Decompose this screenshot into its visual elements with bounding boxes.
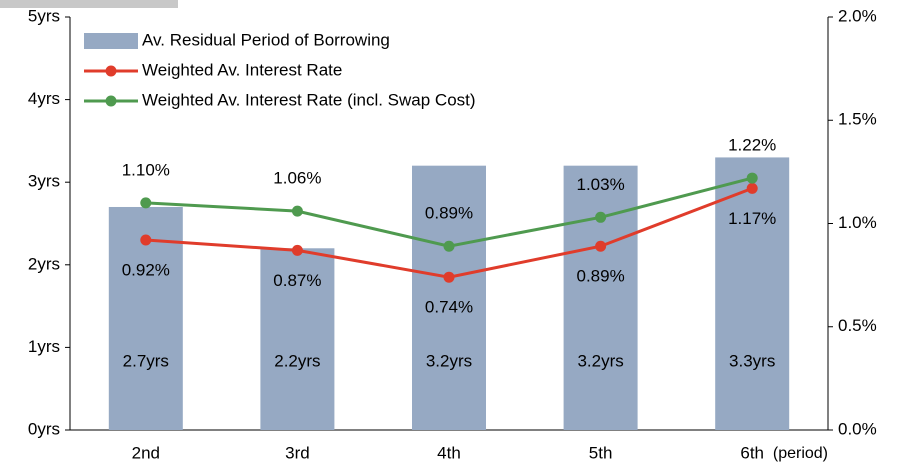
- legend-swatch: [84, 33, 138, 49]
- x-tick-label: 5th: [589, 443, 613, 462]
- point: [595, 240, 607, 252]
- point: [140, 234, 152, 246]
- x-tick-label: 2nd: [132, 443, 160, 462]
- point: [595, 211, 607, 223]
- y2-tick-label: 0.0%: [838, 419, 877, 438]
- x-tick-label: 3rd: [285, 443, 310, 462]
- x-axis-label: (period): [773, 445, 828, 462]
- y-tick-label: 1yrs: [28, 337, 60, 356]
- y2-tick-label: 1.5%: [838, 110, 877, 129]
- x-tick-label: 6th: [740, 443, 764, 462]
- bar: [715, 157, 790, 431]
- bar: [563, 165, 638, 430]
- bar-value-label: 3.3yrs: [729, 351, 775, 370]
- point-value-label: 0.74%: [425, 298, 473, 317]
- y-tick-label: 2yrs: [28, 254, 60, 273]
- legend-label: Weighted Av. Interest Rate: [142, 60, 342, 79]
- bar-value-label: 2.2yrs: [274, 351, 320, 370]
- bar: [260, 248, 335, 430]
- bar-value-label: 3.2yrs: [577, 351, 623, 370]
- y-tick-label: 4yrs: [28, 89, 60, 108]
- point-value-label: 0.89%: [425, 204, 473, 223]
- y-tick-label: 5yrs: [28, 6, 60, 25]
- point-value-label: 0.87%: [273, 271, 321, 290]
- point-value-label: 0.89%: [576, 267, 624, 286]
- header-strip: [0, 0, 178, 8]
- point: [291, 244, 303, 256]
- point-value-label: 1.03%: [576, 175, 624, 194]
- bar-value-label: 3.2yrs: [426, 351, 472, 370]
- legend-label: Av. Residual Period of Borrowing: [142, 30, 390, 49]
- y2-tick-label: 2.0%: [838, 6, 877, 25]
- point-value-label: 1.17%: [728, 209, 776, 228]
- point: [746, 182, 758, 194]
- point: [746, 172, 758, 184]
- y2-tick-label: 1.0%: [838, 213, 877, 232]
- point: [291, 205, 303, 217]
- bar-value-label: 2.7yrs: [123, 351, 169, 370]
- legend-marker: [105, 65, 117, 77]
- point-value-label: 0.92%: [122, 261, 170, 280]
- point-value-label: 1.22%: [728, 136, 776, 155]
- point: [443, 240, 455, 252]
- y2-tick-label: 0.5%: [838, 316, 877, 335]
- point: [140, 197, 152, 209]
- y-tick-label: 0yrs: [28, 419, 60, 438]
- point: [443, 271, 455, 283]
- y-tick-label: 3yrs: [28, 172, 60, 191]
- point-value-label: 1.06%: [273, 169, 321, 188]
- x-tick-label: 4th: [437, 443, 461, 462]
- bar: [412, 165, 486, 430]
- point-value-label: 1.10%: [122, 160, 170, 179]
- legend-marker: [105, 95, 117, 107]
- legend-label: Weighted Av. Interest Rate (incl. Swap C…: [142, 90, 476, 109]
